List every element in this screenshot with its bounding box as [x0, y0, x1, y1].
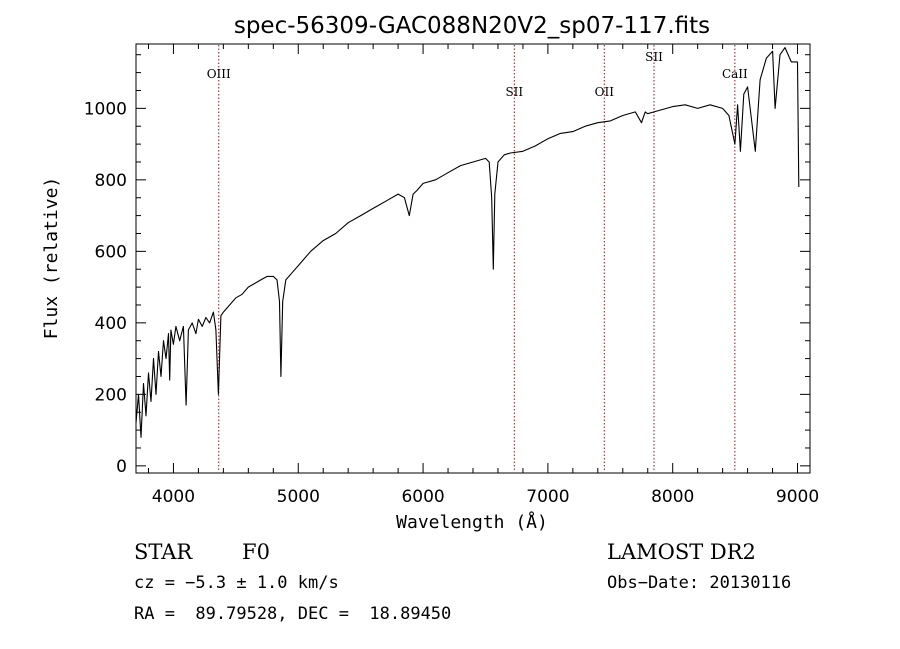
line-marker-label: SII [645, 50, 663, 64]
object-type: STAR [134, 540, 193, 564]
spectral-line-markers: OIII SII OII SII CaII [207, 45, 748, 472]
y-tick-label: 800 [95, 171, 127, 191]
chart-title: spec-56309-GAC088N20V2_sp07-117.fits [234, 13, 710, 39]
x-tick-label: 6000 [401, 487, 444, 507]
x-tick-label: 5000 [277, 487, 320, 507]
line-marker-label: OII [595, 85, 615, 99]
y-tick-label: 200 [95, 385, 127, 405]
spectrum-series [135, 47, 800, 438]
y-tick-label: 0 [116, 457, 127, 477]
observation-date: Obs−Date: 20130116 [607, 573, 792, 593]
object-subclass: F0 [242, 540, 270, 564]
x-tick-label: 9000 [776, 487, 819, 507]
redshift-cz: cz = −5.3 ± 1.0 km/s [134, 573, 339, 593]
coordinates: RA = 89.79528, DEC = 18.89450 [134, 604, 452, 624]
x-tick-label: 7000 [526, 487, 569, 507]
x-axis-label: Wavelength (Å) [396, 511, 548, 533]
y-tick-label: 1000 [84, 99, 127, 119]
line-marker-label: CaII [722, 67, 748, 81]
y-tick-label: 400 [95, 314, 127, 334]
survey-name: LAMOST DR2 [607, 540, 756, 564]
y-axis-label: Flux (relative) [41, 177, 62, 340]
x-tick-label: 8000 [651, 487, 694, 507]
spectrum-line [135, 47, 800, 438]
line-marker-label: OIII [207, 67, 231, 81]
x-tick-label: 4000 [152, 487, 195, 507]
plot-frame [135, 43, 811, 474]
y-tick-label: 600 [95, 242, 127, 262]
axis-ticks: 4000 5000 6000 7000 8000 9000 0 200 400 600 800 100… [84, 44, 819, 507]
line-marker-label: SII [505, 85, 523, 99]
